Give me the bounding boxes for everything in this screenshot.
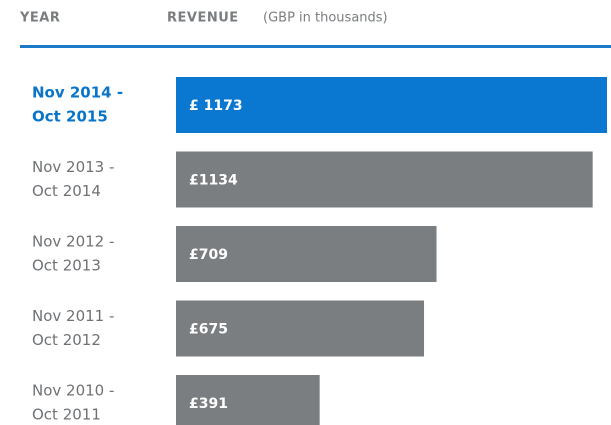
category-label: Nov 2011 -	[32, 307, 114, 325]
value-label: £391	[189, 396, 228, 412]
category-label: Nov 2013 -	[32, 158, 114, 176]
category-label: Nov 2010 -	[32, 382, 114, 400]
value-label: £709	[189, 247, 228, 263]
category-label: Oct 2012	[32, 331, 101, 349]
value-label: £1134	[189, 173, 238, 189]
value-label: £ 1173	[189, 98, 243, 114]
category-label: Oct 2013	[32, 257, 101, 275]
bar	[176, 300, 425, 357]
category-label: Oct 2011	[32, 406, 101, 424]
header-year: YEAR	[19, 11, 60, 26]
bar	[176, 375, 320, 425]
category-label: Nov 2014 -	[32, 84, 123, 102]
category-label: Nov 2012 -	[32, 233, 114, 251]
bar	[176, 226, 437, 282]
header-revenue: REVENUE	[167, 11, 239, 26]
bar	[176, 77, 607, 133]
category-label: Oct 2014	[32, 182, 101, 200]
header-rule	[20, 45, 611, 48]
header-unit: (GBP in thousands)	[263, 11, 388, 26]
bar	[176, 151, 593, 208]
value-label: £675	[189, 322, 228, 338]
category-label: Oct 2015	[32, 108, 108, 126]
